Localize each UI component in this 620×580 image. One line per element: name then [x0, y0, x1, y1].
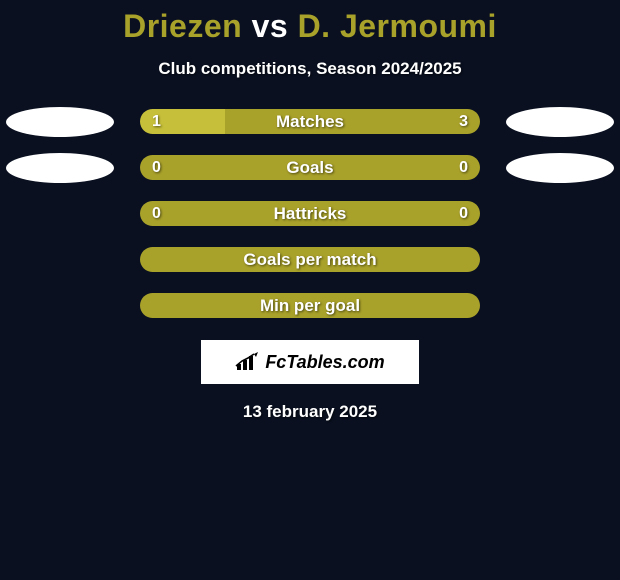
- date-line: 13 february 2025: [0, 402, 620, 422]
- stat-row: Min per goal: [0, 293, 620, 318]
- player1-oval: [6, 153, 114, 183]
- stat-bar: Min per goal: [140, 293, 480, 318]
- stat-row: Goals per match: [0, 247, 620, 272]
- stat-bar: 13Matches: [140, 109, 480, 134]
- logo-text: FcTables.com: [265, 352, 384, 373]
- stat-row: 00Goals: [0, 155, 620, 180]
- player1-name: Driezen: [123, 8, 242, 44]
- infographic-root: Driezen vs D. Jermoumi Club competitions…: [0, 0, 620, 422]
- comparison-title: Driezen vs D. Jermoumi: [0, 8, 620, 45]
- stat-row: 13Matches: [0, 109, 620, 134]
- stat-label: Goals: [140, 155, 480, 180]
- subtitle: Club competitions, Season 2024/2025: [0, 59, 620, 79]
- player2-oval: [506, 107, 614, 137]
- stat-label: Matches: [140, 109, 480, 134]
- stat-row: 00Hattricks: [0, 201, 620, 226]
- stats-container: 13Matches 00Goals 00Hattricks Goals per mat…: [0, 109, 620, 318]
- vs-separator: vs: [242, 8, 297, 44]
- stat-label: Hattricks: [140, 201, 480, 226]
- source-logo: FcTables.com: [201, 340, 419, 384]
- player2-name: D. Jermoumi: [298, 8, 497, 44]
- stat-bar: Goals per match: [140, 247, 480, 272]
- player1-oval: [6, 107, 114, 137]
- bar-chart-icon: [235, 352, 261, 372]
- stat-label: Goals per match: [140, 247, 480, 272]
- stat-label: Min per goal: [140, 293, 480, 318]
- stat-bar: 00Goals: [140, 155, 480, 180]
- player2-oval: [506, 153, 614, 183]
- stat-bar: 00Hattricks: [140, 201, 480, 226]
